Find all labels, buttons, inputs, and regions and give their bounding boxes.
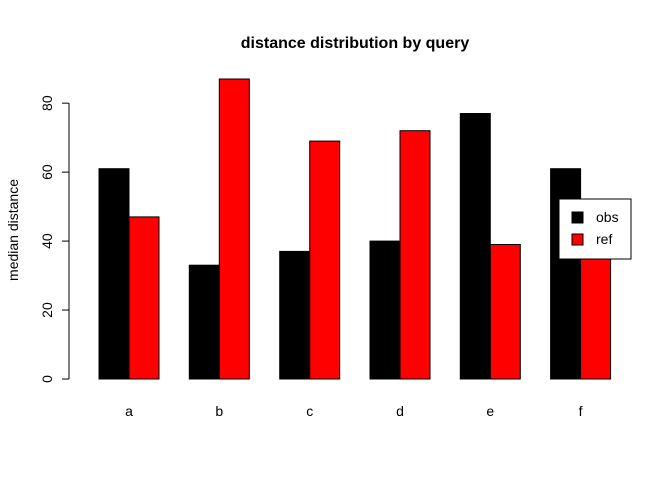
legend-label-obs: obs [596,209,619,225]
y-tick-label: 60 [39,164,55,180]
chart-title: distance distribution by query [241,35,470,52]
bars [98,78,612,380]
category-label: b [215,403,223,419]
bar-obs-b [188,264,220,380]
legend-label-ref: ref [596,231,612,247]
bar-obs-a [98,168,130,380]
legend-swatch-obs [571,211,584,224]
category-label: e [486,403,494,419]
bar-ref-e [489,244,521,380]
bar-ref-a [128,216,160,380]
y-tick-label: 20 [39,302,55,318]
category-label: a [125,403,133,419]
y-axis-label: median distance [5,179,21,281]
legend-swatch-ref [571,233,584,246]
y-tick-label: 80 [39,95,55,111]
category-label: d [396,403,404,419]
category-label: c [306,403,313,419]
y-axis: 0 20 40 60 80 [39,95,70,383]
bar-ref-b [218,78,250,380]
bar-obs-d [369,240,401,380]
category-labels: a b c d e f [125,403,583,419]
bar-obs-c [279,250,311,380]
category-label: f [579,403,583,419]
bar-ref-c [309,140,341,380]
legend: obs ref [558,198,632,260]
legend-box [558,198,632,260]
y-tick-label: 0 [39,375,55,383]
bar-ref-d [399,130,431,380]
y-tick-label: 40 [39,233,55,249]
bar-ref-f [580,254,612,380]
bar-obs-e [459,113,491,380]
